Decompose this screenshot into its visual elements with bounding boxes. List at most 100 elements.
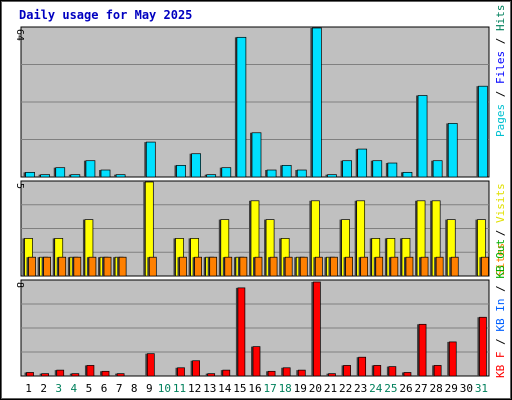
bar-sites (330, 256, 338, 277)
x-tick-label: 28 (430, 382, 443, 395)
bar-kbytes (101, 370, 110, 377)
bar-sites (450, 256, 459, 277)
bar-sites (390, 256, 399, 277)
legend-entry: Visits (494, 183, 507, 223)
bar-pages (342, 160, 352, 178)
bar-pages (145, 141, 156, 178)
bar-kbytes (282, 367, 291, 377)
x-tick-label: 9 (146, 382, 153, 395)
bar-sites (209, 256, 218, 277)
x-tick-label: 11 (173, 382, 186, 395)
bar-kbytes (86, 365, 95, 377)
x-tick-label: 3 (55, 382, 62, 395)
x-tick-label: 2 (40, 382, 47, 395)
y-tick-label: 64 (14, 29, 25, 41)
bar-sites (88, 256, 97, 277)
bar-pages (115, 174, 126, 178)
legend-sep: / (494, 332, 507, 352)
bar-sites (28, 256, 36, 277)
bar-pages (55, 167, 66, 178)
x-tick-label: 5 (86, 382, 93, 395)
bar-kbytes (403, 372, 412, 377)
x-tick-label: 27 (414, 382, 427, 395)
legend-sep: / (494, 279, 507, 299)
bar-sites (405, 256, 414, 277)
x-tick-label: 14 (218, 382, 232, 395)
legend-entry: Pages (494, 104, 507, 137)
x-tick-label: 16 (248, 382, 261, 395)
bar-sites (481, 256, 489, 277)
legend-1: Pages / Files / Hits (494, 5, 507, 138)
bar-kbytes (388, 366, 397, 377)
legend-entry: Files (494, 51, 507, 84)
bar-pages (85, 160, 96, 178)
bar-sites (375, 256, 384, 277)
x-tick-label: 22 (339, 382, 352, 395)
bar-sites (315, 256, 323, 277)
x-tick-label: 13 (203, 382, 216, 395)
legend-text: Sites / Visits (494, 183, 507, 276)
x-tick-label: 12 (188, 382, 201, 395)
bar-pages (432, 160, 443, 178)
x-tick-label: 15 (233, 382, 246, 395)
bar-pages (417, 95, 428, 178)
bar-pages (40, 174, 50, 178)
bar-pages (221, 167, 232, 178)
x-tick-label: 1 (25, 382, 32, 395)
bar-pages (100, 169, 111, 178)
bar-kbytes (41, 373, 49, 377)
bar-pages (266, 169, 277, 178)
bar-pages (387, 162, 398, 178)
bar-pages (296, 169, 307, 178)
x-tick-label: 24 (369, 382, 383, 395)
bar-kbytes (71, 373, 80, 377)
bar-kbytes (313, 281, 321, 377)
legend-text: Pages / Files / Hits (494, 5, 507, 138)
legend-2: Sites / Visits (494, 183, 507, 276)
bar-pages (478, 85, 488, 178)
bar-sites (43, 256, 51, 277)
bar-sites (148, 256, 157, 277)
bar-kbytes (267, 370, 276, 377)
x-tick-label: 25 (384, 382, 397, 395)
bar-kbytes (192, 360, 200, 377)
bar-pages (357, 148, 368, 178)
bar-kbytes (177, 367, 185, 377)
bar-pages (327, 174, 337, 178)
bar-pages (402, 171, 413, 178)
bar-pages (372, 160, 383, 178)
bar-kbytes (56, 369, 65, 377)
x-tick-label: 17 (263, 382, 276, 395)
x-tick-label: 8 (131, 382, 138, 395)
legend-3: KB F / KB In / KB Out (494, 239, 507, 378)
legend-entry: Sites (494, 243, 507, 276)
bar-kbytes (146, 353, 155, 377)
legend-entry: KB Out (494, 239, 507, 279)
legend-entry: Hits (494, 5, 507, 32)
bar-sites (360, 256, 369, 277)
x-tick-label: 7 (116, 382, 123, 395)
bar-kbytes (207, 373, 216, 377)
y-tick-label: 5 (14, 183, 25, 189)
bar-kbytes (297, 369, 306, 377)
x-tick-label: 29 (445, 382, 458, 395)
bar-sites (73, 256, 82, 277)
bar-pages (206, 174, 217, 178)
legend-entry: KB In (494, 299, 507, 332)
legend-text: KB F / KB In / KB Out (494, 239, 507, 378)
legend-sep: / (494, 223, 507, 243)
legend-entry: KB F (494, 352, 507, 379)
x-tick-label: 30 (460, 382, 473, 395)
bar-sites (239, 256, 248, 277)
bar-sites (435, 256, 444, 277)
bar-pages (312, 27, 322, 178)
bar-sites (103, 256, 112, 277)
x-tick-label: 4 (71, 382, 78, 395)
bar-kbytes (252, 346, 261, 377)
bar-sites (194, 256, 202, 277)
bar-sites (179, 256, 187, 277)
x-tick-label: 6 (101, 382, 108, 395)
bar-sites (58, 256, 67, 277)
bar-kbytes (418, 323, 427, 377)
bar-sites (254, 256, 263, 277)
